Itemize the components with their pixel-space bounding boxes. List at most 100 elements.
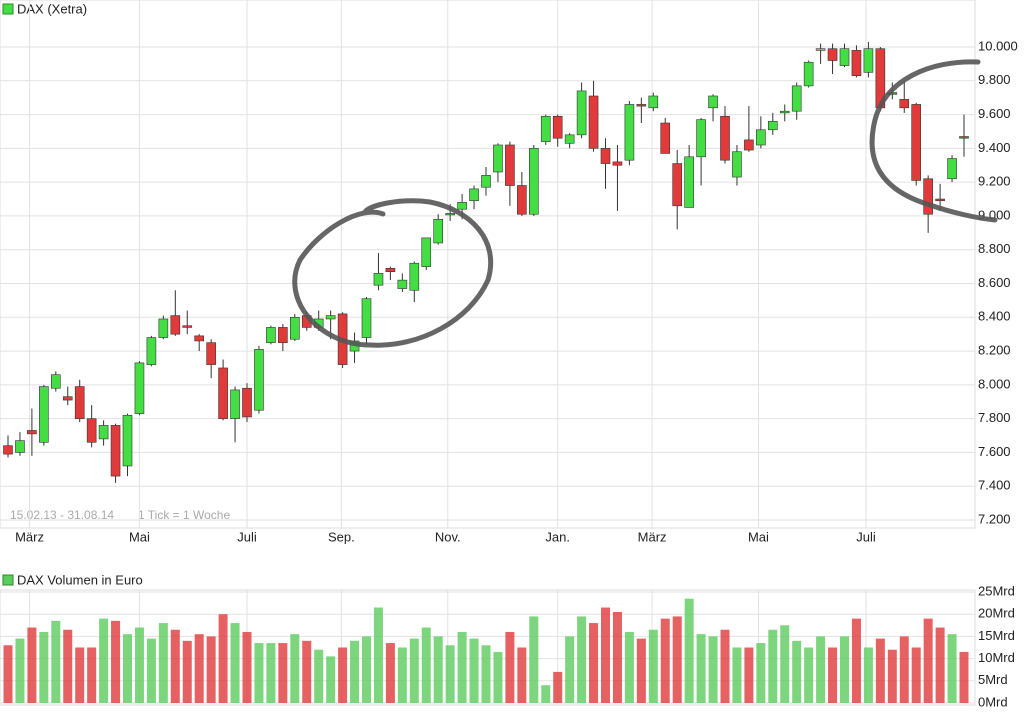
candle-body xyxy=(588,95,599,149)
volume-bar xyxy=(529,616,539,703)
candle-body xyxy=(935,198,945,202)
y-tick-label: 7.400 xyxy=(978,478,1011,493)
y-tick-label: 20Mrd xyxy=(978,606,1015,621)
volume-bar xyxy=(947,634,957,703)
legend-swatch xyxy=(2,3,14,15)
volume-bar xyxy=(182,640,192,703)
volume-bar xyxy=(672,616,682,703)
candle-body xyxy=(505,144,515,186)
candle-body xyxy=(947,158,957,180)
volume-bar xyxy=(206,636,216,703)
candle-body xyxy=(433,219,444,244)
candle-body xyxy=(278,327,288,343)
candle-body xyxy=(779,110,790,114)
y-tick-label: 7.600 xyxy=(978,444,1011,459)
candle-body xyxy=(325,315,336,320)
volume-bar xyxy=(338,647,348,703)
candle-body xyxy=(134,362,145,414)
y-tick-label: 9.400 xyxy=(978,140,1011,155)
volume-panel xyxy=(0,589,976,706)
candle-body xyxy=(373,273,384,286)
candle-body xyxy=(696,119,706,158)
candle-body xyxy=(815,48,826,51)
candle-body xyxy=(684,156,694,208)
volume-bar xyxy=(684,598,694,703)
candle-body xyxy=(421,237,432,267)
volume-bar xyxy=(123,634,132,703)
candle-body xyxy=(803,61,814,87)
volume-bar xyxy=(421,627,431,703)
volume-bar xyxy=(373,607,383,703)
volume-bar xyxy=(828,647,838,703)
volume-bar xyxy=(553,671,563,703)
candle-body xyxy=(624,104,635,161)
annotation: 1 Tick = 1 Woche xyxy=(138,508,230,522)
volume-bar xyxy=(15,638,25,703)
volume-bar xyxy=(326,656,336,703)
volume-bar xyxy=(39,631,49,703)
candle-body xyxy=(540,115,551,142)
y-tick-label: 0Mrd xyxy=(978,694,1008,709)
candle-body xyxy=(266,327,276,343)
volume-bar xyxy=(158,623,168,703)
candle-body xyxy=(122,414,133,467)
candle-body xyxy=(660,122,671,154)
volume-bar xyxy=(959,651,969,703)
candle-body xyxy=(469,188,479,202)
volume-bar xyxy=(804,647,814,703)
x-tick-label: Mai xyxy=(748,529,769,544)
candle-body xyxy=(242,387,252,418)
candle-body xyxy=(230,389,240,419)
candle-body xyxy=(517,185,527,215)
volume-bar xyxy=(708,636,718,703)
candle-body xyxy=(911,104,922,181)
candle-body xyxy=(218,367,228,419)
candle-body xyxy=(600,148,611,164)
volume-bar xyxy=(732,647,742,703)
candle-body xyxy=(648,95,659,109)
candle-body xyxy=(206,342,216,365)
candle-body xyxy=(744,139,754,151)
volume-bar xyxy=(863,647,873,703)
volume-bar xyxy=(636,638,646,703)
volume-bar xyxy=(469,638,479,703)
volume-bar xyxy=(899,636,909,703)
x-tick-label: März xyxy=(638,529,667,544)
volume-bar xyxy=(851,618,861,703)
volume-bar xyxy=(254,643,264,703)
volume-bar xyxy=(601,607,610,703)
candle-body xyxy=(827,48,838,61)
candle-body xyxy=(182,325,193,328)
y-tick-label: 10.000 xyxy=(978,38,1018,53)
y-tick-label: 9.600 xyxy=(978,106,1011,121)
volume-bar xyxy=(27,627,37,703)
y-tick-label: 25Mrd xyxy=(978,583,1015,598)
candle-body xyxy=(636,104,647,107)
volume-bar xyxy=(302,640,312,703)
candle-body xyxy=(409,262,420,291)
volume-bar xyxy=(409,638,419,703)
candle-body xyxy=(50,374,61,389)
candle-body xyxy=(720,115,730,161)
price-panel xyxy=(0,0,976,529)
volume-bar xyxy=(194,634,204,703)
x-tick-label: März xyxy=(15,529,44,544)
x-tick-label: Sep. xyxy=(328,529,355,544)
x-tick-label: Juli xyxy=(237,529,257,544)
volume-bar xyxy=(457,631,467,703)
candle-body xyxy=(39,386,49,443)
legend-swatch xyxy=(2,574,14,586)
volume-bar xyxy=(935,627,945,703)
volume-bar xyxy=(146,638,156,703)
candle-body xyxy=(612,161,623,166)
y-tick-label: 8.000 xyxy=(978,376,1011,391)
volume-bar xyxy=(696,634,706,703)
y-tick-label: 7.800 xyxy=(978,410,1011,425)
candle-body xyxy=(3,445,13,455)
volume-bar xyxy=(792,640,802,703)
candle-body xyxy=(27,430,37,435)
y-tick-label: 9.200 xyxy=(978,174,1011,189)
volume-bar xyxy=(541,685,551,703)
candle-body xyxy=(445,213,455,216)
